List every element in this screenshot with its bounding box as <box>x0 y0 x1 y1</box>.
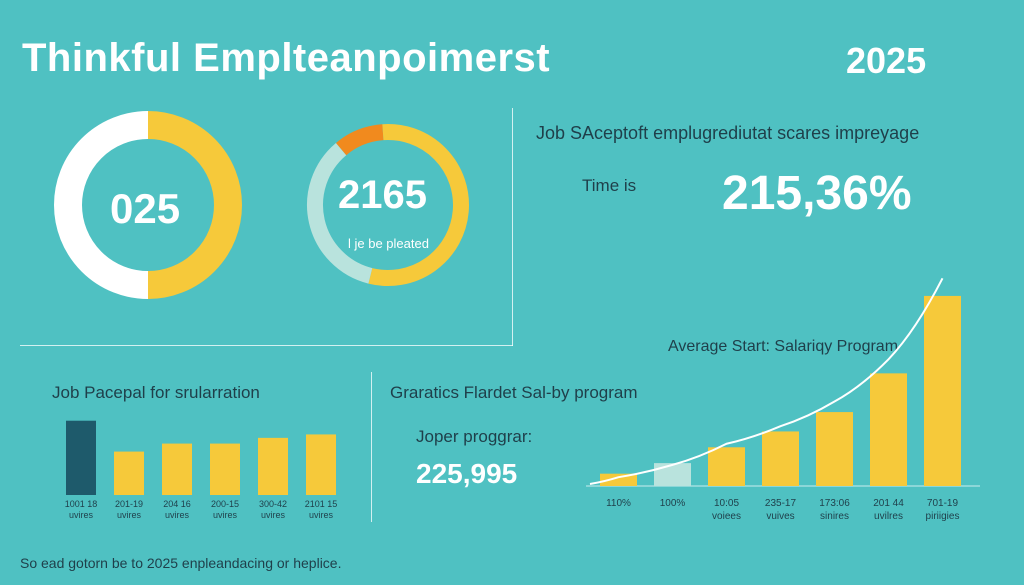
footer-text: So ead gotorn be to 2025 enpleandacing o… <box>20 555 342 571</box>
bar <box>210 443 240 495</box>
donut-1-value: 025 <box>110 185 181 232</box>
tick-label: 1001 18 <box>65 499 98 509</box>
bar <box>162 443 192 495</box>
tick-label: uvires <box>69 510 94 520</box>
donut-segment <box>54 111 149 299</box>
bar <box>114 451 144 495</box>
tick-label: uvires <box>213 510 238 520</box>
bar <box>258 437 288 495</box>
tick-label: voiees <box>712 511 741 522</box>
middle-label: Joper proggrar: <box>416 427 533 446</box>
bar <box>600 473 637 486</box>
tick-label: 173:06 <box>819 498 850 509</box>
bar <box>816 412 853 486</box>
tick-label: 2101 15 <box>305 499 338 509</box>
divider-top-vertical <box>512 108 513 346</box>
donut-2-caption: l je be pleated <box>348 236 429 251</box>
middle-value: 225,995 <box>416 458 518 489</box>
bar <box>708 447 745 486</box>
donut-segment <box>368 124 469 286</box>
donut-segment <box>147 111 242 299</box>
tick-label: 701-19 <box>927 498 959 509</box>
big-percentage: 215,36% <box>722 167 912 220</box>
bar <box>306 434 336 495</box>
time-label: Time is <box>582 176 637 195</box>
tick-label: 110% <box>606 498 631 509</box>
bar <box>654 463 691 486</box>
bar <box>66 420 96 495</box>
right-bar-chart: 110% 100% 10:05 voiees 235-17 vuives 173:06 sin… <box>586 277 980 522</box>
year-label: 2025 <box>846 40 927 81</box>
tick-label: 235-17 <box>765 498 797 509</box>
tick-label: 201-19 <box>115 499 143 509</box>
donut-chart-2 <box>307 124 469 286</box>
tick-label: 201 44 <box>873 498 904 509</box>
middle-title: Graratics Flardet Sal-by program <box>390 383 638 402</box>
tick-label: piriigies <box>926 511 960 522</box>
tick-label: uvires <box>261 510 286 520</box>
bottom-left-title: Job Pacepal for srularration <box>52 383 260 402</box>
tick-label: 300-42 <box>259 499 287 509</box>
divider-top-horizontal <box>20 345 513 346</box>
tick-label: uvires <box>165 510 190 520</box>
donut-segment <box>335 124 384 156</box>
top-right-heading: Job SAceptoft emplugrediutat scares impr… <box>536 123 920 143</box>
tick-label: uvires <box>309 510 334 520</box>
bar <box>924 295 961 486</box>
tick-label: 100% <box>660 498 686 509</box>
tick-label: uvilres <box>874 511 903 522</box>
tick-label: sinires <box>820 511 849 522</box>
tick-label: 10:05 <box>714 498 739 509</box>
bar <box>762 431 799 486</box>
donut-2-value: 2165 <box>338 173 427 217</box>
bar <box>870 373 907 486</box>
page-title: Thinkful Emplteanpoimerst <box>22 36 551 80</box>
donut-charts <box>54 111 469 299</box>
divider-bottom-vertical <box>371 372 372 522</box>
donut-segment <box>307 142 373 284</box>
tick-label: 200-15 <box>211 499 239 509</box>
trend-line <box>589 277 944 485</box>
donut-chart-1 <box>54 111 242 299</box>
right-chart-title: Average Start: Salariqy Program <box>668 338 899 355</box>
tick-label: vuives <box>766 511 794 522</box>
tick-label: uvires <box>117 510 142 520</box>
tick-label: 204 16 <box>163 499 191 509</box>
